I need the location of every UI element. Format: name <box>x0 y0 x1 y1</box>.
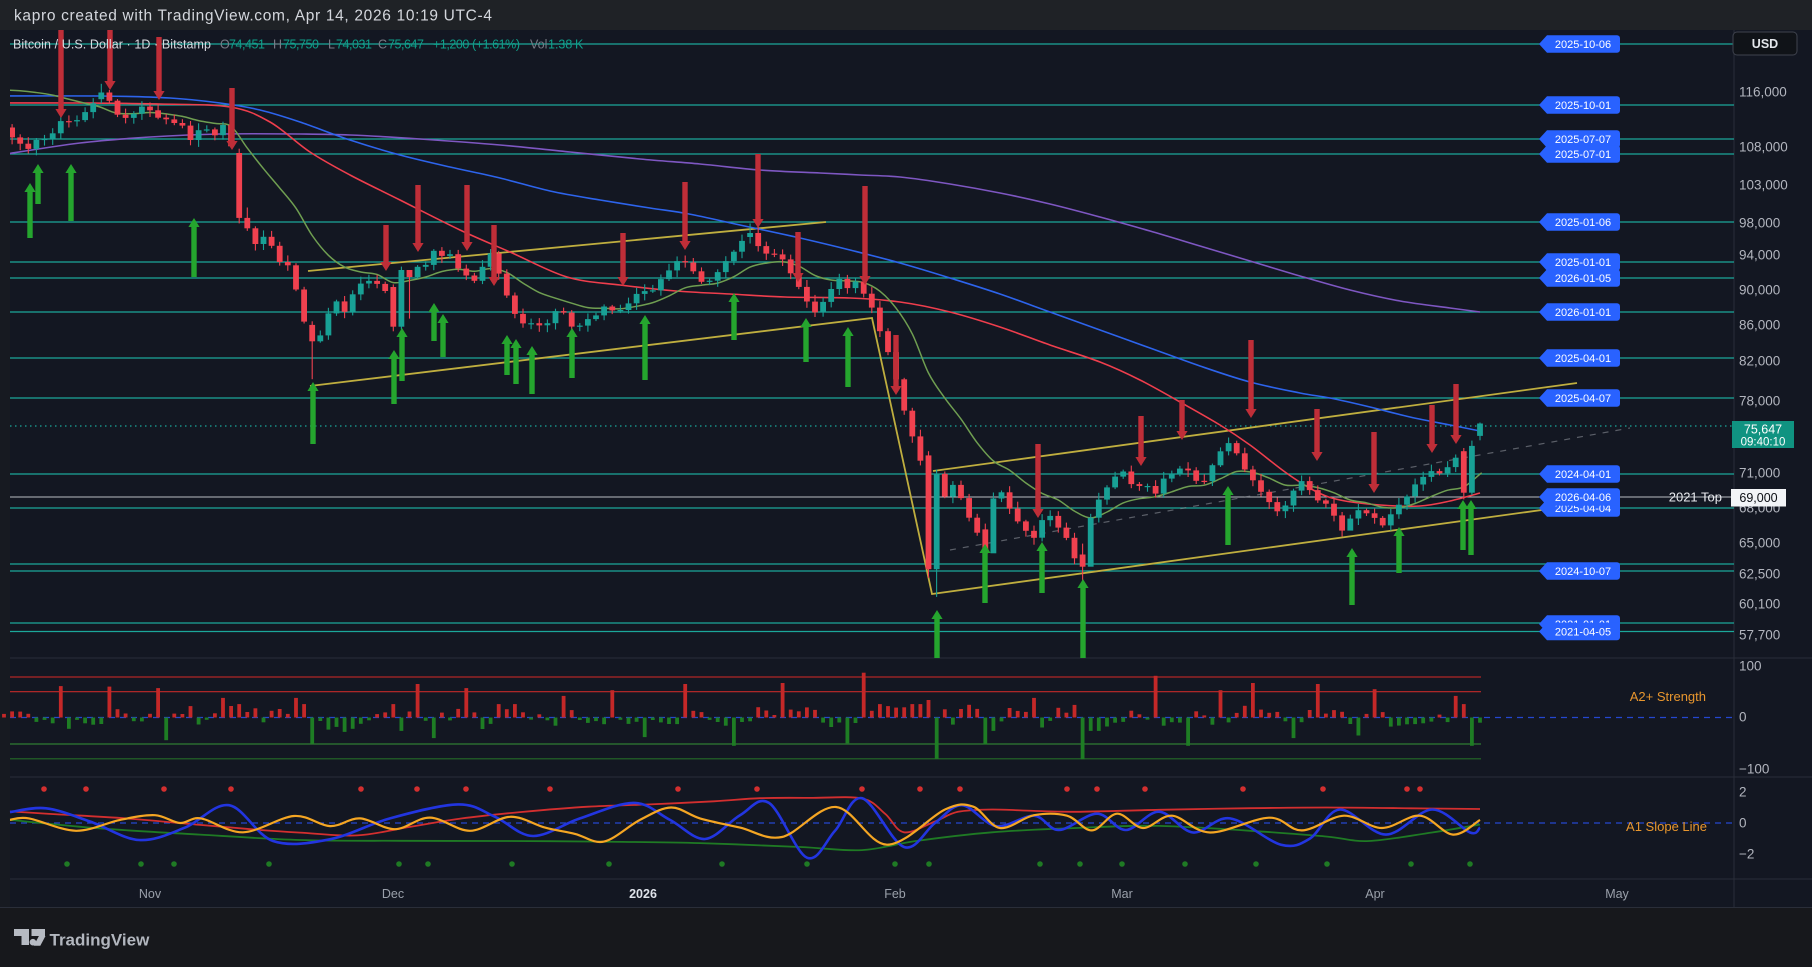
svg-text:69,000: 69,000 <box>1739 491 1777 505</box>
svg-text:0: 0 <box>1739 816 1747 831</box>
svg-text:L: L <box>328 38 335 52</box>
svg-text:60,100: 60,100 <box>1739 597 1780 612</box>
svg-text:2024-04-01: 2024-04-01 <box>1555 469 1611 481</box>
svg-text:2021 Top: 2021 Top <box>1669 490 1722 505</box>
svg-text:2025-10-01: 2025-10-01 <box>1555 100 1611 112</box>
svg-text:100: 100 <box>1739 659 1762 674</box>
svg-text:A1 Slope Line: A1 Slope Line <box>1626 819 1707 834</box>
svg-text:57,700: 57,700 <box>1739 628 1780 643</box>
svg-text:2026-01-01: 2026-01-01 <box>1555 307 1611 319</box>
svg-text:82,000: 82,000 <box>1739 354 1780 369</box>
svg-text:Feb: Feb <box>884 887 906 901</box>
svg-text:75,647: 75,647 <box>388 38 424 52</box>
svg-text:USD: USD <box>1752 37 1778 51</box>
svg-text:2025-01-01: 2025-01-01 <box>1555 257 1611 269</box>
svg-text:2025-07-07: 2025-07-07 <box>1555 134 1611 146</box>
svg-text:116,000: 116,000 <box>1739 85 1787 100</box>
svg-text:90,000: 90,000 <box>1739 283 1780 298</box>
svg-text:74,451: 74,451 <box>229 38 265 52</box>
svg-text:98,000: 98,000 <box>1739 216 1780 231</box>
svg-text:75,647: 75,647 <box>1744 423 1782 437</box>
svg-text:2025-04-01: 2025-04-01 <box>1555 353 1611 365</box>
svg-text:+1,200 (+1.61%): +1,200 (+1.61%) <box>433 38 520 52</box>
svg-text:O: O <box>220 38 230 52</box>
svg-text:94,000: 94,000 <box>1739 248 1780 263</box>
svg-text:74,031: 74,031 <box>336 38 372 52</box>
svg-text:2: 2 <box>1739 785 1747 800</box>
svg-text:62,500: 62,500 <box>1739 567 1780 582</box>
svg-text:2021-04-05: 2021-04-05 <box>1555 626 1611 638</box>
svg-text:Nov: Nov <box>139 887 162 901</box>
svg-text:K: K <box>575 38 584 52</box>
svg-text:71,000: 71,000 <box>1739 466 1780 481</box>
svg-text:Bitcoin / U.S. Dollar · 1D · B: Bitcoin / U.S. Dollar · 1D · Bitstamp <box>13 38 211 52</box>
svg-text:Dec: Dec <box>382 887 404 901</box>
svg-text:1.38: 1.38 <box>548 38 572 52</box>
svg-text:Vol: Vol <box>530 38 547 52</box>
svg-text:09:40:10: 09:40:10 <box>1741 437 1786 449</box>
svg-text:2026: 2026 <box>629 887 657 901</box>
svg-text:2026-04-06: 2026-04-06 <box>1555 492 1611 504</box>
svg-text:86,000: 86,000 <box>1739 318 1780 333</box>
svg-text:−2: −2 <box>1739 847 1754 862</box>
svg-text:2025-10-06: 2025-10-06 <box>1555 39 1611 51</box>
svg-text:TradingView: TradingView <box>50 931 151 950</box>
svg-text:103,000: 103,000 <box>1739 178 1788 193</box>
svg-text:Apr: Apr <box>1365 887 1384 901</box>
svg-text:65,000: 65,000 <box>1739 536 1780 551</box>
svg-text:108,000: 108,000 <box>1739 140 1788 155</box>
svg-text:2025-01-06: 2025-01-06 <box>1555 217 1611 229</box>
svg-text:78,000: 78,000 <box>1739 394 1780 409</box>
svg-text:2025-07-01: 2025-07-01 <box>1555 149 1611 161</box>
svg-text:2025-04-04: 2025-04-04 <box>1555 503 1611 515</box>
svg-text:75,750: 75,750 <box>283 38 319 52</box>
svg-text:A2+ Strength: A2+ Strength <box>1630 689 1706 704</box>
svg-text:2025-04-07: 2025-04-07 <box>1555 393 1611 405</box>
svg-text:H: H <box>273 38 282 52</box>
svg-text:kapro created with TradingView: kapro created with TradingView.com, Apr … <box>14 8 492 25</box>
svg-text:Mar: Mar <box>1111 887 1133 901</box>
svg-text:2024-10-07: 2024-10-07 <box>1555 566 1611 578</box>
svg-text:0: 0 <box>1739 710 1747 725</box>
svg-text:May: May <box>1605 887 1629 901</box>
svg-text:C: C <box>378 38 387 52</box>
svg-text:−100: −100 <box>1739 762 1769 777</box>
svg-text:2026-01-05: 2026-01-05 <box>1555 273 1611 285</box>
